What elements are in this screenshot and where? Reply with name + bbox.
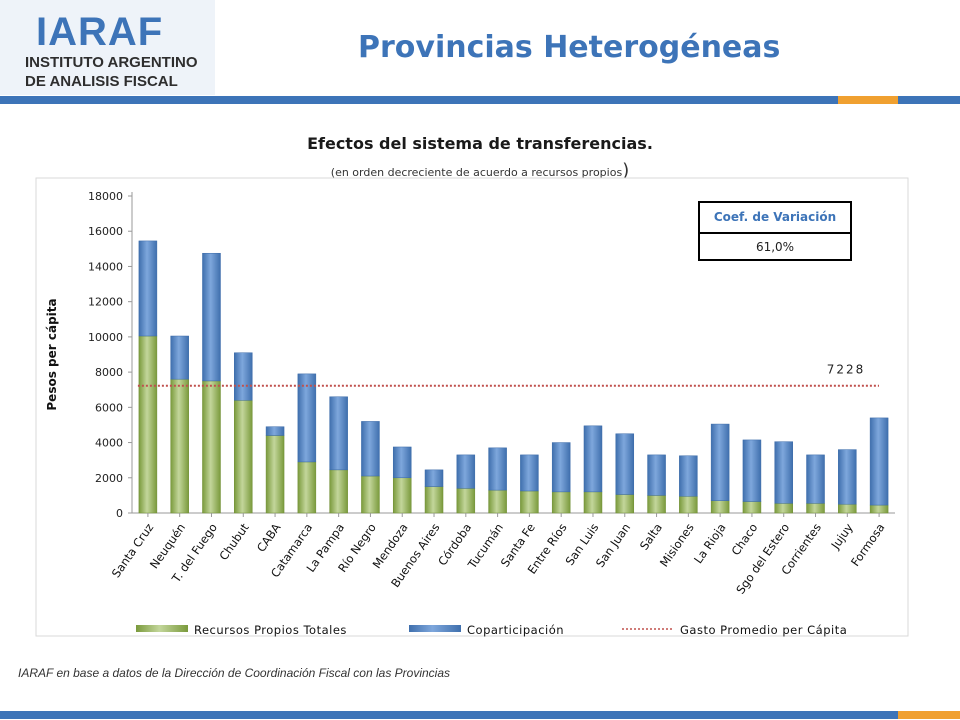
bar-coparticipation <box>488 447 507 491</box>
y-tick-label: 10000 <box>88 331 123 344</box>
coef-variation-value: 61,0% <box>755 240 795 254</box>
bar-own-resources <box>234 400 253 514</box>
bar-own-resources <box>710 500 730 514</box>
bar-coparticipation <box>710 423 730 501</box>
legend-label-own-resources: Recursos Propios Totales <box>194 623 347 637</box>
bar-own-resources <box>138 335 158 514</box>
y-axis-title: Pesos per cápita <box>45 298 59 410</box>
bar-coparticipation <box>520 454 539 492</box>
bar-own-resources <box>329 469 348 514</box>
y-tick-label: 12000 <box>88 296 123 309</box>
bar-own-resources <box>551 491 571 514</box>
legend-label-average: Gasto Promedio per Cápita <box>680 623 847 637</box>
bar-coparticipation <box>265 426 285 436</box>
iaraf-logo: IARAF INSTITUTO ARGENTINO DE ANALISIS FI… <box>0 0 215 95</box>
y-tick-label: 6000 <box>95 401 123 414</box>
footer-stripe <box>0 711 960 719</box>
y-tick-label: 0 <box>116 507 123 520</box>
slide-title: Provincias Heterogéneas <box>358 30 781 65</box>
bar-coparticipation <box>838 449 857 505</box>
x-tick-label: Salta <box>637 521 665 553</box>
bar-coparticipation <box>456 454 476 489</box>
bar-coparticipation <box>361 421 380 477</box>
bar-coparticipation <box>202 252 221 382</box>
bar-own-resources <box>392 477 412 514</box>
x-tick-label: Chaco <box>728 521 760 558</box>
x-tick-label: Chubut <box>216 520 252 563</box>
bar-own-resources <box>838 503 857 514</box>
bar-coparticipation <box>138 240 158 337</box>
source-note: IARAF en base a datos de la Dirección de… <box>18 666 450 680</box>
bar-own-resources <box>488 489 507 514</box>
bar-own-resources <box>361 475 380 514</box>
bar-own-resources <box>806 503 825 514</box>
bar-coparticipation <box>234 352 253 401</box>
logo-line-1: INSTITUTO ARGENTINO <box>25 54 198 71</box>
y-tick-label: 8000 <box>95 366 123 379</box>
bar-own-resources <box>456 488 476 514</box>
chart-frame <box>35 177 909 637</box>
bar-coparticipation <box>329 396 348 471</box>
x-tick-label: CABA <box>254 521 284 555</box>
chart-title: Efectos del sistema de transferencias. <box>307 134 653 153</box>
y-tick-label: 4000 <box>95 437 123 450</box>
bar-coparticipation <box>551 442 571 493</box>
logo-line-2: DE ANALISIS FISCAL <box>25 73 178 90</box>
y-tick-label: 2000 <box>95 472 123 485</box>
x-tick-label: Santa Cruz <box>109 521 157 581</box>
x-tick-label: La Rioja <box>691 521 729 566</box>
bar-own-resources <box>774 503 793 514</box>
y-tick-label: 18000 <box>88 190 123 203</box>
y-tick-label: 16000 <box>88 225 123 238</box>
legend-label-coparticipation: Coparticipación <box>467 623 564 637</box>
coef-variation-header: Coef. de Variación <box>700 203 850 234</box>
bar-own-resources <box>647 495 666 514</box>
bar-own-resources <box>679 496 698 514</box>
bar-own-resources <box>869 504 889 514</box>
bar-coparticipation <box>297 373 317 463</box>
bar-own-resources <box>424 486 444 514</box>
bar-coparticipation <box>615 433 635 495</box>
x-tick-label: Jujuy <box>828 521 856 553</box>
bar-own-resources <box>615 494 635 514</box>
chart-subtitle-text: (en orden decreciente de acuerdo a recur… <box>330 166 623 179</box>
bar-own-resources <box>742 501 762 514</box>
header-stripe <box>0 96 960 104</box>
bar-own-resources <box>520 490 539 514</box>
chart-subtitle: (en orden decreciente de acuerdo a recur… <box>0 160 960 181</box>
coef-variation-box: Coef. de Variación 61,0% <box>698 201 852 261</box>
bar-own-resources <box>297 461 317 514</box>
bar-coparticipation <box>424 469 444 487</box>
bar-coparticipation <box>774 441 793 504</box>
legend-swatch-own-resources <box>136 625 188 632</box>
bar-own-resources <box>202 380 221 514</box>
bar-coparticipation <box>806 454 825 504</box>
bar-coparticipation <box>742 439 762 502</box>
y-tick-label: 14000 <box>88 260 123 273</box>
average-line-label: 7228 <box>827 363 866 377</box>
bar-own-resources <box>265 435 285 514</box>
logo-wordmark: IARAF <box>36 10 164 54</box>
bar-own-resources <box>170 378 189 514</box>
bar-coparticipation <box>647 454 666 496</box>
bar-coparticipation <box>392 446 412 479</box>
chart-subtitle-paren: ) <box>622 160 630 181</box>
bar-coparticipation <box>170 335 189 380</box>
bar-coparticipation <box>583 425 603 493</box>
bar-coparticipation <box>869 417 889 506</box>
legend-swatch-coparticipation <box>409 625 461 632</box>
bar-own-resources <box>583 491 603 514</box>
bar-coparticipation <box>679 455 698 497</box>
